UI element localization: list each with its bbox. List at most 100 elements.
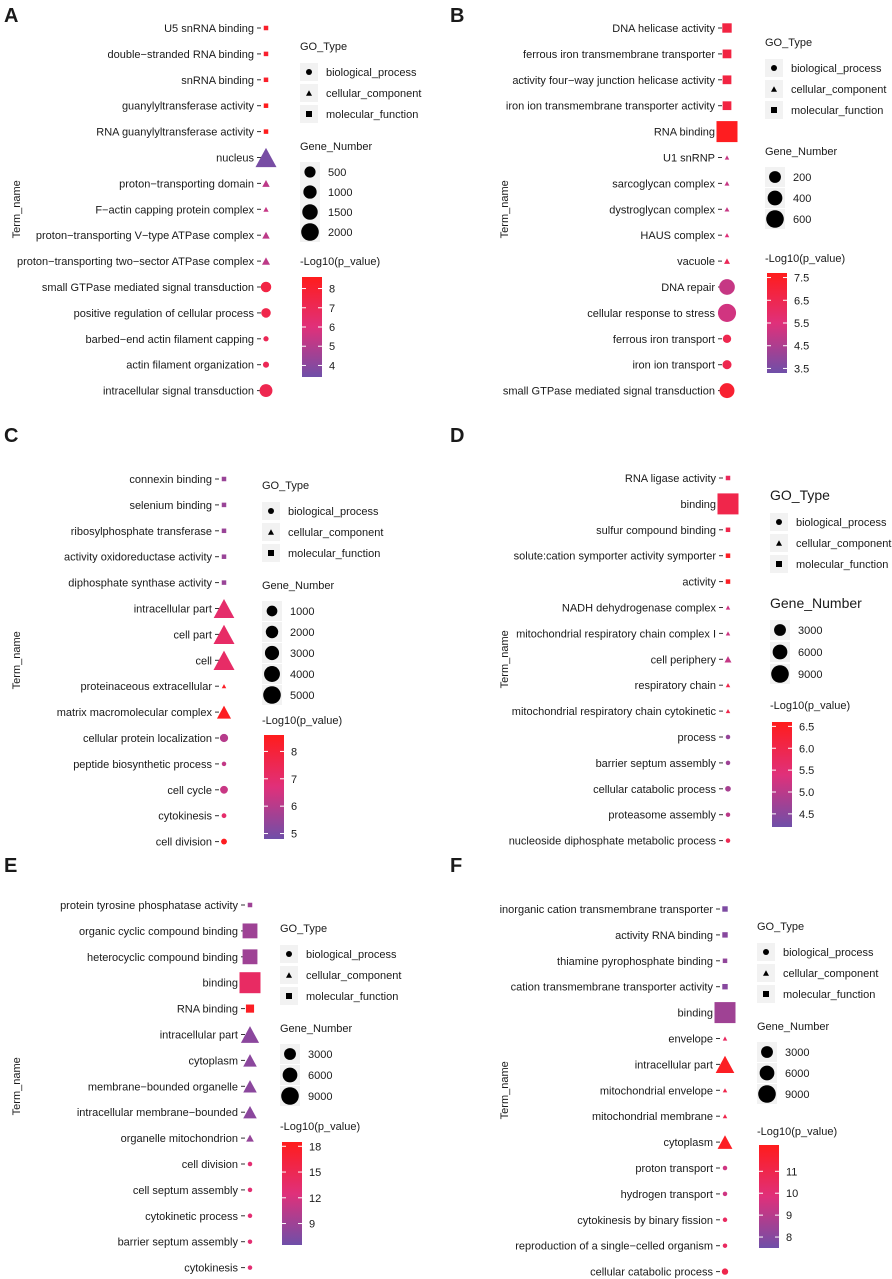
colorbar-label: 11 — [786, 1166, 797, 1178]
legend-size-symbol — [767, 190, 783, 206]
legend-size-symbol — [303, 185, 317, 199]
data-point — [725, 838, 731, 843]
legend-go-symbol — [771, 107, 777, 113]
legend-size-label: 3000 — [290, 648, 314, 660]
data-point — [255, 147, 277, 168]
legend-color-title: -Log10(p_value) — [757, 1126, 837, 1138]
tick-label: binding — [203, 978, 238, 990]
panel-d: D Term_name RNA ligase activity binding sulf… — [446, 420, 892, 850]
chart-e: E Term_name protein tyrosine phosphatase a… — [4, 855, 401, 1275]
data-point — [724, 181, 730, 186]
data-point — [259, 384, 273, 398]
chart-d: D Term_name RNA ligase activity binding sulf… — [450, 425, 891, 848]
legend-size-title: Gene_Number — [765, 146, 837, 158]
tick-label: protein tyrosine phosphatase activity — [60, 900, 238, 912]
data-point — [260, 281, 272, 293]
data-point — [722, 49, 732, 59]
tick-label: mitochondrial respiratory chain cytokine… — [512, 706, 717, 718]
legend-size-label: 9000 — [785, 1089, 809, 1101]
legend-size-label: 1000 — [328, 187, 352, 199]
tick-label: reproduction of a single−celled organism — [515, 1241, 713, 1253]
tick-label: vacuole — [677, 256, 715, 268]
legend-size-symbol — [264, 666, 280, 682]
legend-size-symbol — [304, 166, 316, 178]
legend-go-symbol — [268, 508, 274, 514]
colorbar-label: 15 — [309, 1167, 321, 1179]
legend-size-symbol — [758, 1085, 776, 1103]
tick-label: cell septum assembly — [133, 1185, 239, 1197]
legend-size-label: 6000 — [785, 1068, 809, 1080]
y-axis-title: Term_name — [499, 1061, 511, 1119]
legend-go-title: GO_Type — [262, 480, 309, 492]
data-point — [247, 1213, 253, 1219]
legend-go-symbol — [776, 561, 782, 567]
tick-label: double−stranded RNA binding — [108, 49, 254, 61]
legend-go-symbol — [306, 90, 312, 96]
legend-go-label: cellular_component — [796, 538, 891, 550]
legend-size-symbol — [774, 624, 786, 636]
tick-label: nucleus — [216, 153, 254, 165]
panel-label: F — [450, 855, 462, 877]
legend-color-title: -Log10(p_value) — [300, 256, 380, 268]
data-point — [219, 733, 229, 743]
legend-go-symbol — [771, 86, 777, 92]
legend-go-label: molecular_function — [791, 105, 883, 117]
legend-size-symbol — [301, 223, 319, 241]
tick-label: barrier septum assembly — [596, 758, 717, 770]
data-point — [722, 1243, 728, 1248]
data-point — [722, 75, 732, 85]
data-point — [263, 103, 269, 108]
data-point — [724, 155, 730, 160]
data-point — [247, 1187, 253, 1193]
panel-e: E Term_name protein tyrosine phosphatase a… — [0, 850, 446, 1279]
colorbar-label: 9 — [786, 1210, 792, 1222]
legend-size-label: 200 — [793, 172, 811, 184]
data-point — [243, 1054, 257, 1067]
chart-a: A Term_name U5 snRNA binding double−strande… — [4, 5, 421, 398]
tick-label: small GTPase mediated signal transductio… — [503, 386, 715, 398]
data-point — [715, 1055, 735, 1073]
data-point — [722, 958, 728, 964]
legend-size-label: 4000 — [290, 669, 314, 681]
tick-label: cell division — [156, 837, 212, 849]
tick-label: hydrogen transport — [621, 1189, 713, 1201]
legend-go-symbol — [776, 540, 782, 546]
tick-label: proton−transporting two−sector ATPase co… — [17, 256, 255, 268]
colorbar — [302, 277, 322, 377]
legend-size-label: 500 — [328, 167, 346, 179]
tick-label: cytokinetic process — [145, 1211, 238, 1223]
tick-label: cytoplasm — [663, 1137, 713, 1149]
legend-size-label: 400 — [793, 193, 811, 205]
tick-label: envelope — [668, 1034, 713, 1046]
tick-label: organic cyclic compound binding — [79, 926, 238, 938]
colorbar-label: 6 — [291, 801, 297, 813]
legend-size-symbol — [281, 1087, 299, 1105]
tick-label: U1 snRNP — [663, 153, 715, 165]
legend-go-symbol — [306, 111, 312, 117]
tick-label: process — [677, 732, 716, 744]
data-point — [261, 257, 271, 265]
legend-go-title: GO_Type — [770, 487, 830, 503]
data-point — [242, 923, 258, 939]
tick-label: cellular catabolic process — [590, 1267, 713, 1279]
tick-label: intracellular signal transduction — [103, 386, 254, 398]
legend-size-label: 600 — [793, 214, 811, 226]
colorbar-label: 8 — [329, 284, 335, 296]
chart-b: B Term_name DNA helicase activity ferrous i… — [450, 5, 886, 399]
tick-label: iron ion transmembrane transporter activ… — [506, 101, 716, 113]
legend-go-title: GO_Type — [765, 37, 812, 49]
data-point — [243, 1080, 257, 1093]
panel-label: A — [4, 5, 18, 27]
y-axis-title: Term_name — [11, 1057, 23, 1115]
data-point — [221, 502, 227, 508]
tick-label: intracellular part — [134, 604, 212, 616]
tick-label: sulfur compound binding — [596, 525, 716, 537]
legend-go-label: cellular_component — [288, 527, 383, 539]
tick-label: DNA helicase activity — [612, 23, 715, 35]
legend-go-label: cellular_component — [326, 88, 421, 100]
tick-label: inorganic cation transmembrane transport… — [500, 904, 714, 916]
legend-size-symbol — [266, 605, 278, 617]
tick-label: positive regulation of cellular process — [74, 308, 255, 320]
data-point — [240, 1026, 260, 1043]
legend-go-label: biological_process — [791, 63, 882, 75]
